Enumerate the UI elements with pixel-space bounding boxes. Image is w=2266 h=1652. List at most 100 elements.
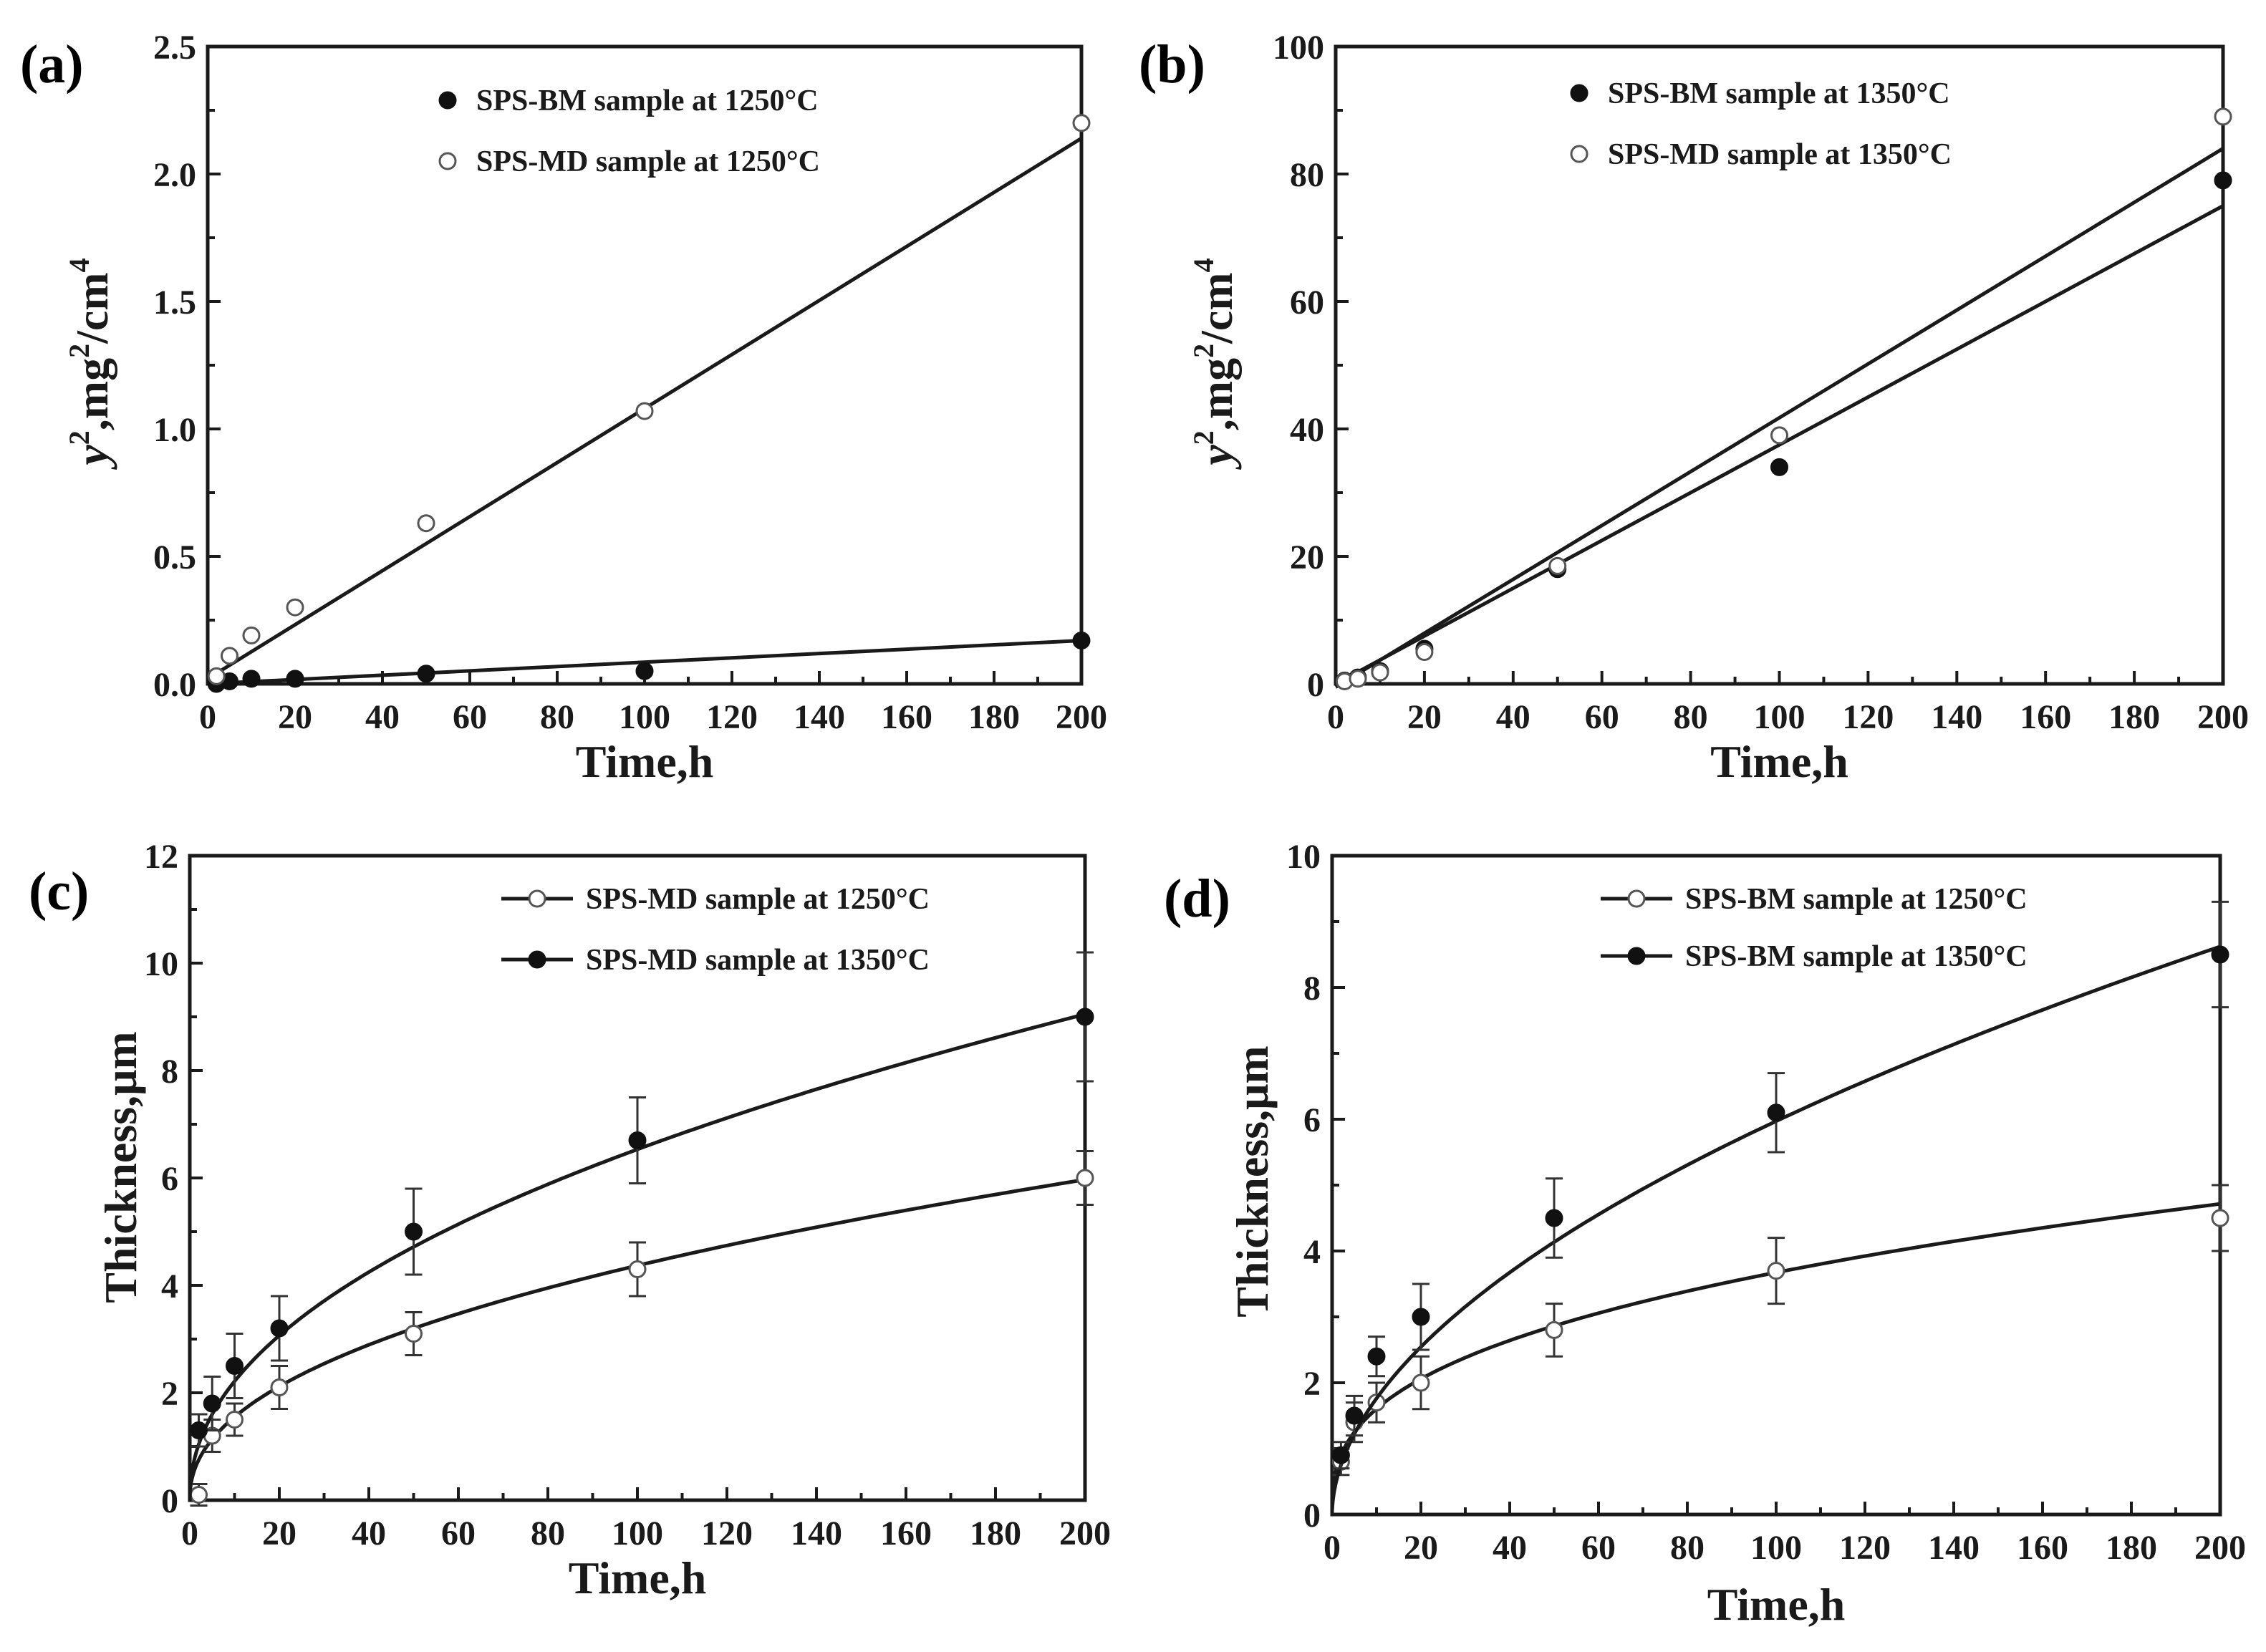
legend-entry: SPS-MD sample at 1250°C <box>501 883 930 916</box>
series-a-2 <box>206 114 1091 685</box>
data-point <box>203 1394 221 1413</box>
x-tick-label: 160 <box>2020 698 2071 736</box>
x-tick-label: 200 <box>2194 1529 2246 1567</box>
panel-b: (b) 0 20 40 60 80 100 120 140 160 180 200 0 20 40 60 80 1… <box>1139 29 2249 787</box>
data-point <box>1767 1262 1785 1280</box>
y-tick-label: 10 <box>144 945 178 983</box>
legend-entry: SPS-MD sample at 1350°C <box>1570 138 1952 171</box>
x-tick-label: 100 <box>619 698 670 736</box>
x-tick-label: 140 <box>1928 1529 1980 1567</box>
panel-label-d: (d) <box>1164 869 1230 929</box>
x-tick-label: 40 <box>365 698 400 736</box>
legend-label: SPS-BM sample at 1350°C <box>1608 77 1950 110</box>
legend-entry: SPS-BM sample at 1250°C <box>1601 883 2028 916</box>
data-point <box>270 1378 289 1396</box>
data-point <box>1076 1169 1094 1187</box>
legend-marker <box>438 152 457 170</box>
y-tick-label: 6 <box>161 1160 178 1198</box>
data-point <box>405 1222 423 1241</box>
panel-label-c: (c) <box>29 861 89 922</box>
x-tick-label: 80 <box>1670 1529 1705 1567</box>
legend-marker <box>1570 84 1588 102</box>
x-tick-label: 40 <box>1493 1529 1527 1567</box>
data-point <box>1770 458 1788 476</box>
x-axis-title: Time,h <box>569 1552 707 1603</box>
y-tick-label: 8 <box>161 1053 178 1091</box>
y-tick-label: 8 <box>1303 970 1321 1008</box>
data-point <box>226 1411 244 1429</box>
x-tick-label: 180 <box>968 698 1020 736</box>
series-b-2 <box>1334 107 2232 690</box>
legend-marker <box>1570 145 1588 163</box>
data-point <box>635 402 654 420</box>
data-point <box>1371 663 1389 682</box>
x-tick-label: 60 <box>441 1515 476 1552</box>
x-tick-label: 140 <box>791 1515 842 1552</box>
x-tick-label: 160 <box>2017 1529 2068 1567</box>
plot-area-a <box>206 44 1084 686</box>
series-d-2 <box>1330 900 2229 1515</box>
data-point <box>1412 1308 1430 1326</box>
x-tick-label: 60 <box>1581 1529 1616 1567</box>
data-point <box>1412 1373 1430 1392</box>
x-tick-label: 80 <box>540 698 574 736</box>
x-tick-label: 80 <box>531 1515 565 1552</box>
x-axis-title: Time,h <box>1710 736 1848 787</box>
legend-label: SPS-MD sample at 1350°C <box>586 944 930 977</box>
legend-marker <box>1627 947 1646 965</box>
data-point <box>628 1260 647 1278</box>
x-tick-label: 60 <box>1585 698 1619 736</box>
series-c-2 <box>188 951 1094 1500</box>
data-point <box>1770 426 1788 445</box>
data-point <box>1072 114 1091 132</box>
data-point <box>405 1325 423 1343</box>
y-tick-label: 80 <box>1290 156 1324 194</box>
data-point <box>207 667 226 685</box>
legend-marker <box>528 950 546 969</box>
data-point <box>1545 1209 1563 1227</box>
y-tick-label: 4 <box>1303 1233 1321 1271</box>
x-tick-label: 40 <box>1496 698 1530 736</box>
legend-entry: SPS-BM sample at 1350°C <box>1601 940 2028 973</box>
legend-label: SPS-BM sample at 1350°C <box>1685 940 2028 973</box>
y-tick-label: 2 <box>161 1375 178 1413</box>
data-point <box>190 1421 208 1439</box>
x-axis-title: Time,h <box>576 736 714 787</box>
legend-entry: SPS-MD sample at 1250°C <box>438 145 820 178</box>
x-tick-label: 0 <box>181 1515 198 1552</box>
data-point <box>1331 1446 1350 1464</box>
data-point <box>417 514 435 533</box>
x-tick-label: 160 <box>881 698 932 736</box>
x-tick-label: 160 <box>880 1515 932 1552</box>
x-tick-label: 0 <box>1327 698 1344 736</box>
legend-label: SPS-MD sample at 1250°C <box>586 883 930 916</box>
x-tick-label: 20 <box>278 698 312 736</box>
data-point <box>1548 556 1567 575</box>
x-tick-label: 140 <box>794 698 845 736</box>
x-tick-label: 180 <box>2108 698 2160 736</box>
y-tick-label: 1.5 <box>153 284 196 322</box>
legend-entry: SPS-MD sample at 1350°C <box>501 944 930 977</box>
y-tick-label: 20 <box>1290 538 1324 576</box>
x-tick-label: 0 <box>199 698 216 736</box>
y-tick-label: 0.0 <box>153 666 196 704</box>
x-tick-label: 120 <box>1842 698 1894 736</box>
data-point <box>1367 1347 1386 1366</box>
panel-d: (d) 0 20 40 60 80 100 120 140 160 180 200 0 2 4 6 8 10 Tim… <box>1164 838 2246 1630</box>
y-tick-label: 1.0 <box>153 411 196 449</box>
data-point <box>190 1486 208 1504</box>
legend-label: SPS-BM sample at 1250°C <box>476 84 819 117</box>
data-point <box>286 598 304 617</box>
x-tick-label: 200 <box>2197 698 2249 736</box>
data-point <box>1345 1406 1364 1425</box>
y-tick-label: 0 <box>1303 1497 1321 1535</box>
x-tick-label: 40 <box>352 1515 386 1552</box>
data-point <box>2214 107 2232 126</box>
x-tick-label: 20 <box>262 1515 296 1552</box>
x-tick-label: 180 <box>2106 1529 2157 1567</box>
y-tick-label: 100 <box>1273 29 1324 67</box>
data-point <box>635 662 654 680</box>
panel-a: (a) 0 20 40 60 80 100 120 140 160 180 200 0.0 0.5 1.0 1… <box>20 29 1107 787</box>
y-tick-label: 0 <box>1307 666 1324 704</box>
